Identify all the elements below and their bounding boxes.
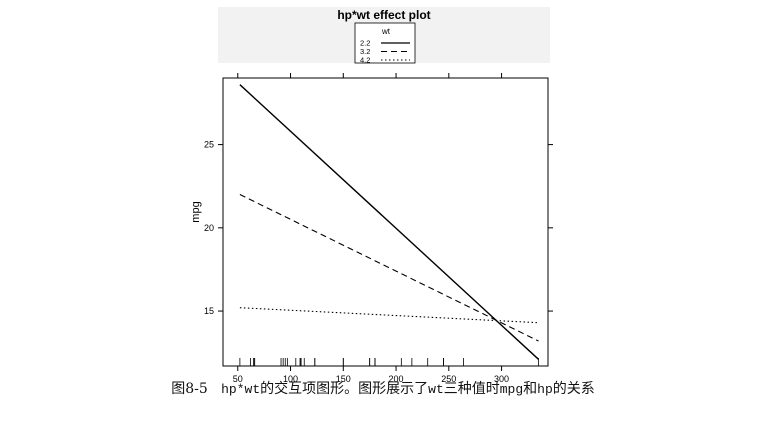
x-tick-label: 50 xyxy=(233,374,243,384)
caption-label: 图8-5 xyxy=(171,381,208,397)
legend-label: 2.2 xyxy=(360,39,370,48)
y-tick-label: 15 xyxy=(204,306,214,316)
legend-title: wt xyxy=(381,27,391,36)
legend-label: 4.2 xyxy=(360,56,370,65)
chart-title: hp*wt effect plot xyxy=(337,8,430,22)
series-line-3-2 xyxy=(239,194,539,342)
caption-code-wt: wt xyxy=(428,382,444,397)
figure-caption: 图8-5 hp*wt的交互项图形。图形展示了wt三种值时mpg和hp的关系 xyxy=(0,378,766,398)
plot-panel xyxy=(222,77,549,367)
series-line-2-2 xyxy=(239,84,539,360)
caption-text-3: 和 xyxy=(523,381,538,397)
y-tick-label: 25 xyxy=(204,140,214,150)
x-tick-label: 200 xyxy=(389,374,404,384)
caption-code-mpg: mpg xyxy=(499,382,524,397)
y-axis-label: mpg xyxy=(190,201,202,222)
caption-text-2: 三种值时 xyxy=(443,381,500,397)
x-tick-label: 100 xyxy=(283,374,298,384)
caption-code-hpwt: hp*wt xyxy=(221,382,261,397)
x-tick-label: 250 xyxy=(441,374,456,384)
x-tick-label: 300 xyxy=(494,374,509,384)
legend: wt 2.23.24.2 xyxy=(354,22,416,65)
x-tick-label: 150 xyxy=(336,374,351,384)
legend-label: 3.2 xyxy=(360,47,370,56)
series-line-4-2 xyxy=(239,307,539,324)
caption-text-4: 的关系 xyxy=(552,381,595,397)
caption-text-1: 的交互项图形。图形展示了 xyxy=(260,381,429,397)
caption-code-hp: hp xyxy=(537,382,553,397)
y-tick-label: 20 xyxy=(204,223,214,233)
